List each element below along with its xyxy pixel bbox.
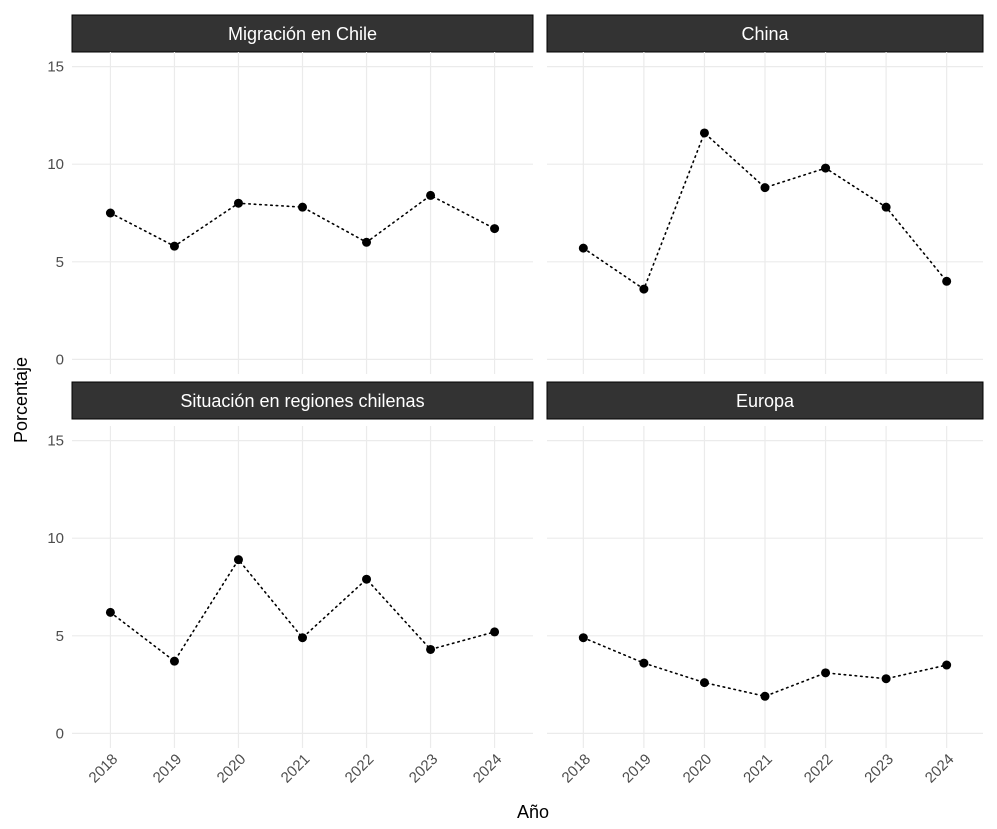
x-tick-label: 2019 [619,751,655,787]
data-point [578,243,588,253]
data-point [639,658,649,668]
data-point [105,607,115,617]
data-point [699,678,709,688]
data-point [881,674,891,684]
y-axis-label: Porcentaje [11,357,31,443]
y-tick-label: 10 [47,156,64,173]
data-point [578,633,588,643]
data-point [490,627,500,637]
data-point [942,660,952,670]
y-tick-label: 0 [56,725,64,742]
facet-strip [71,14,534,53]
facet-title: Migración en Chile [228,24,377,44]
facet-strip [71,381,534,420]
data-point [760,183,770,193]
x-tick-label: 2024 [922,751,958,787]
x-tick-label: 2020 [680,751,716,787]
data-point [233,555,243,565]
data-point [490,224,500,234]
y-tick-label: 0 [56,351,64,368]
data-point [105,208,115,218]
x-tick-label: 2021 [278,751,314,787]
data-point [942,276,952,286]
data-point [881,202,891,212]
x-tick-label: 2023 [406,751,442,787]
x-tick-label: 2022 [801,751,837,787]
data-point [426,644,436,654]
facet-strip [546,14,984,53]
y-tick-label: 5 [56,628,64,645]
data-point [362,574,372,584]
x-tick-label: 2018 [559,751,595,787]
x-tick-label: 2020 [214,751,250,787]
data-point [298,202,307,212]
y-tick-label: 10 [47,530,64,547]
data-point [298,633,307,643]
data-point [699,128,709,138]
data-point [760,691,770,701]
x-axis-label: Año [517,802,549,822]
x-tick-label: 2023 [861,751,897,787]
x-tick-label: 2019 [150,751,186,787]
x-tick-label: 2024 [470,751,506,787]
data-point [639,284,649,294]
data-point [821,163,831,173]
data-point [233,198,243,208]
x-tick-label: 2018 [86,751,122,787]
data-point [362,237,372,247]
data-point [821,668,831,678]
facet-title: China [741,24,789,44]
facet-title: Europa [736,391,795,411]
x-tick-label: 2021 [740,751,776,787]
x-tick-label: 2022 [342,751,378,787]
y-tick-label: 5 [56,254,64,271]
data-point [169,656,179,666]
y-tick-label: 15 [47,433,64,450]
y-tick-label: 15 [47,59,64,76]
data-point [169,241,179,251]
data-point [426,190,436,200]
facet-title: Situación en regiones chilenas [180,391,424,411]
facet-strip [546,381,984,420]
